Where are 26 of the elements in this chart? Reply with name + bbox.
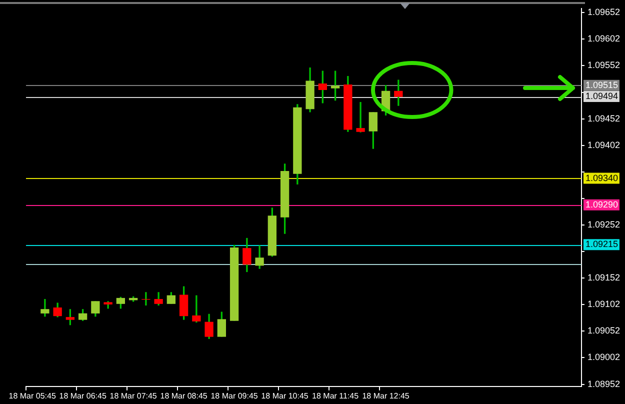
y-tick-label: 1.09002 [587,352,620,362]
x-tick-label: 18 Mar 07:45 [110,391,158,400]
y-tick-label: 1.09152 [587,272,620,283]
y-tick-label: 1.09452 [587,113,620,124]
y-tick-label: 1.09252 [587,219,620,230]
ref-line-label: 1.09215 [585,239,618,250]
ref-line-label: 1.09290 [585,199,618,210]
x-tick-label: 18 Mar 11:45 [312,391,360,400]
x-tick-label: 18 Mar 06:45 [59,391,107,400]
y-tick-label: 1.09652 [587,7,620,18]
x-tick-label: 18 Mar 09:45 [210,391,258,400]
y-tick-label: 1.08952 [587,378,620,389]
x-tick-label: 18 Mar 12:45 [362,391,410,400]
x-tick-label: 18 Mar 10:45 [261,391,309,400]
candlestick [356,102,365,132]
ref-line-label: 1.09515 [585,80,618,90]
y-tick-label: 1.09402 [587,140,620,150]
x-tick-label: 18 Mar 05:45 [8,391,56,400]
y-tick-label: 1.09052 [587,326,620,336]
x-tick-label: 18 Mar 08:45 [160,391,208,400]
y-tick-label: 1.09102 [587,299,620,310]
y-tick-label: 1.09602 [587,34,620,44]
y-tick-label: 1.09552 [587,60,620,70]
ref-line-label: 1.09340 [585,172,618,183]
candlestick [192,295,201,322]
ref-line-label: 1.09494 [585,91,618,102]
